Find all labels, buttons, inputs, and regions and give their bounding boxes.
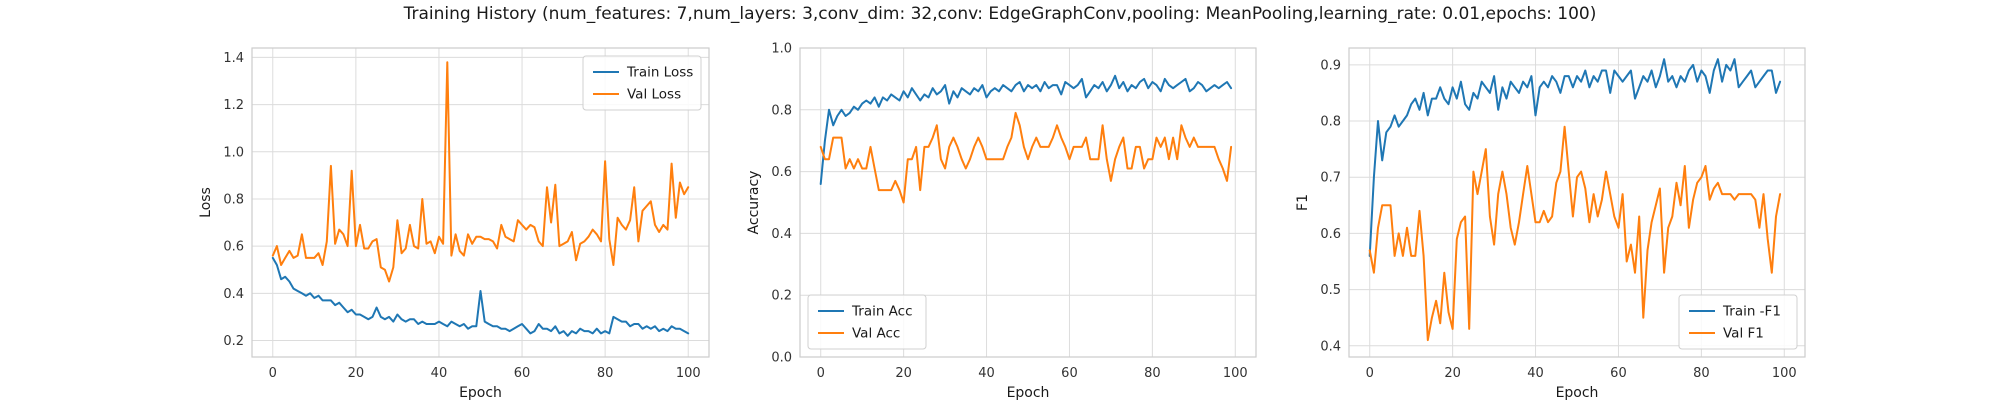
- x-tick-label: 0: [1366, 366, 1374, 381]
- y-axis-label: Accuracy: [746, 171, 762, 235]
- chart-panel-3: 0 20 40 60 80 100 0.4 0.5 0.6 0.7 0.8 0.9 Epoch F1 Tra…: [1295, 47, 1806, 400]
- axes-frame: [251, 47, 710, 358]
- y-tick-label: 0.4: [223, 287, 244, 302]
- y-tick-label: 1.4: [223, 51, 244, 66]
- y-tick-label: 1.2: [223, 98, 244, 113]
- x-tick-label: 100: [676, 366, 701, 381]
- y-tick-label: 0.0: [771, 351, 792, 366]
- x-tick-label: 20: [348, 366, 365, 381]
- y-tick-label: 0.4: [771, 227, 792, 242]
- legend-label: Train Loss: [626, 65, 693, 81]
- x-tick-label: 40: [1527, 366, 1544, 381]
- legend-box: [807, 294, 927, 350]
- x-tick-label: 0: [269, 366, 277, 381]
- x-tick-label: 60: [514, 366, 531, 381]
- legend-box: [1678, 294, 1798, 350]
- series-line-val-acc: [819, 111, 1233, 204]
- y-tick-label: 0.4: [1320, 339, 1341, 354]
- x-tick-label: 60: [1610, 366, 1627, 381]
- y-tick-label: 0.2: [771, 289, 792, 304]
- y-tick-label: 0.6: [771, 165, 792, 180]
- y-tick-label: 0.9: [1320, 58, 1341, 73]
- legend-label: Train Acc: [851, 304, 913, 320]
- legend: Train -F1 Val F1: [1678, 294, 1798, 350]
- y-tick-label: 1.0: [223, 145, 244, 160]
- legend-label: Val Loss: [627, 87, 681, 103]
- legend: Train Loss Val Loss: [582, 55, 702, 111]
- y-tick-label: 0.8: [771, 103, 792, 118]
- y-tick-label: 0.7: [1320, 171, 1341, 186]
- legend-label: Train -F1: [1722, 304, 1781, 320]
- legend-box: [582, 55, 702, 111]
- y-tick-label: 0.6: [1320, 227, 1341, 242]
- x-tick-label: 80: [597, 366, 614, 381]
- chart-panel-1: 0 20 40 60 80 100 0.2 0.4 0.6 0.8 1.0 1.2 1.4 Epoch Lo…: [198, 47, 710, 400]
- axes-frame: [799, 47, 1257, 358]
- series-line-train-loss: [271, 256, 690, 337]
- x-tick-label: 80: [1144, 366, 1161, 381]
- x-tick-label: 60: [1061, 366, 1078, 381]
- figure-title: Training History (num_features: 7,num_la…: [403, 4, 1597, 24]
- legend-label: Val Acc: [852, 326, 900, 342]
- x-axis-label: Epoch: [459, 385, 502, 400]
- x-tick-label: 80: [1693, 366, 1710, 381]
- x-axis-label: Epoch: [1007, 385, 1050, 400]
- y-tick-label: 0.5: [1320, 283, 1341, 298]
- x-tick-label: 20: [895, 366, 912, 381]
- y-axis-label: Loss: [198, 187, 214, 218]
- x-axis-label: Epoch: [1556, 385, 1599, 400]
- x-tick-label: 40: [431, 366, 448, 381]
- series-line-train-f1: [1368, 58, 1782, 257]
- x-tick-label: 20: [1444, 366, 1461, 381]
- legend-label: Val F1: [1723, 326, 1764, 342]
- x-tick-label: 100: [1772, 366, 1797, 381]
- x-tick-label: 100: [1223, 366, 1248, 381]
- series-line-val-f1: [1368, 125, 1782, 342]
- y-tick-label: 0.6: [223, 240, 244, 255]
- y-tick-label: 0.2: [223, 334, 244, 349]
- axes-frame: [1348, 47, 1806, 358]
- legend: Train Acc Val Acc: [807, 294, 927, 350]
- series-line-train-acc: [819, 74, 1233, 185]
- y-tick-label: 0.8: [223, 192, 244, 207]
- chart-panel-2: 0 20 40 60 80 100 0.0 0.2 0.4 0.6 0.8 1.0 Epoch Accur…: [746, 42, 1257, 400]
- y-axis-label: F1: [1295, 194, 1311, 211]
- y-tick-label: 0.8: [1320, 115, 1341, 130]
- x-tick-label: 0: [817, 366, 825, 381]
- x-tick-label: 40: [978, 366, 995, 381]
- series-line-val-loss: [271, 61, 690, 283]
- y-tick-label: 1.0: [771, 42, 792, 57]
